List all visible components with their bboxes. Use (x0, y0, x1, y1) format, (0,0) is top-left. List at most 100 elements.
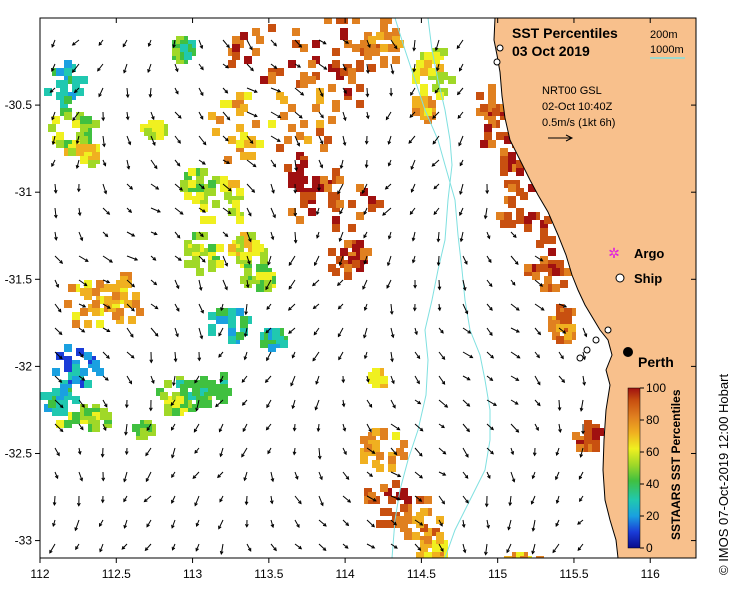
sst-cell (424, 552, 432, 558)
current-vector (462, 351, 474, 359)
sst-cell (192, 260, 200, 268)
sst-cell (56, 352, 64, 360)
current-vector (123, 495, 128, 503)
sst-cell (540, 256, 548, 264)
current-vector (241, 447, 248, 458)
current-vector (462, 471, 469, 479)
current-vector (337, 183, 344, 195)
sst-cell (296, 176, 304, 184)
sst-cell (384, 508, 392, 516)
sst-cell (380, 376, 388, 384)
current-vector (123, 519, 128, 529)
sst-cell (432, 556, 440, 558)
current-vector (486, 471, 491, 480)
current-vector (198, 159, 206, 165)
current-scale-arrow (548, 134, 574, 142)
current-vector (102, 303, 111, 309)
current-vector (174, 159, 181, 167)
sst-cell (336, 200, 344, 208)
current-vector (510, 447, 515, 456)
current-vector (171, 447, 176, 459)
sst-cell (208, 264, 216, 272)
sst-cell (332, 168, 340, 176)
sst-cell (260, 76, 268, 84)
sst-cell (512, 564, 520, 572)
sst-cell (324, 18, 332, 24)
sst-cell (368, 492, 376, 500)
sst-cell (508, 196, 516, 204)
sst-cell (256, 264, 264, 272)
sst-cell (212, 200, 220, 208)
y-tick-label: -33 (15, 534, 33, 548)
current-vector (219, 543, 224, 556)
sst-cell (540, 228, 548, 236)
sst-cell (360, 456, 368, 464)
sst-cell (224, 192, 232, 200)
sst-cell (348, 200, 356, 208)
bathymetry-1000m (391, 18, 453, 558)
sst-cell (180, 384, 188, 392)
current-vector (342, 135, 347, 147)
sst-cell (228, 328, 236, 336)
current-vector (246, 87, 258, 93)
sst-cell (564, 332, 572, 340)
ship-marker-1[interactable] (604, 326, 612, 334)
ship-marker-6[interactable] (493, 58, 501, 66)
sst-cell (76, 148, 84, 156)
current-vector (54, 351, 63, 360)
ship-marker-4[interactable] (576, 354, 584, 362)
sst-cell (372, 380, 380, 388)
current-vector (438, 495, 445, 505)
current-vector (342, 471, 350, 481)
argo-icon: ✲ (608, 245, 620, 261)
sst-cell (328, 116, 336, 124)
current-vector (459, 231, 464, 243)
current-vector (293, 231, 298, 244)
current-vector (431, 159, 440, 167)
sst-cell (228, 60, 236, 68)
sst-cell (196, 176, 204, 184)
sst-cell (196, 184, 204, 192)
current-vector (174, 303, 180, 312)
sst-cell (372, 48, 380, 56)
sst-cell (212, 128, 220, 136)
current-vector (174, 327, 179, 338)
current-vector (318, 39, 327, 45)
y-tick-label: -30.5 (5, 98, 33, 112)
current-vector (312, 303, 320, 310)
current-vector (432, 111, 440, 119)
current-vector (292, 423, 297, 432)
current-vector (222, 183, 232, 192)
title-line1: SST Percentiles (512, 25, 618, 41)
current-vector (363, 255, 368, 265)
current-vector (315, 375, 320, 385)
sst-cell (60, 400, 68, 408)
current-vector (366, 375, 370, 383)
sst-cell (424, 108, 432, 116)
sst-cell (268, 76, 276, 84)
sst-cell (236, 216, 244, 224)
sst-cell (384, 32, 392, 40)
sst-cell (120, 292, 128, 300)
current-vector (484, 543, 488, 556)
current-vector (243, 351, 248, 361)
sst-cell (68, 148, 76, 156)
current-vector (484, 495, 489, 508)
sst-cell (376, 200, 384, 208)
current-vector (438, 447, 447, 455)
current-vector (78, 375, 86, 381)
current-vector (462, 303, 469, 315)
sst-cell (244, 240, 252, 248)
sst-cell (208, 216, 216, 224)
current-vector (390, 447, 398, 456)
ship-marker-2[interactable] (592, 336, 600, 344)
bathymetry-label-1000m: 1000m (650, 44, 684, 56)
current-vector (193, 423, 200, 433)
ship-marker-5[interactable] (496, 44, 504, 52)
current-vector (246, 255, 251, 265)
sst-cell (348, 76, 356, 84)
sst-cell (48, 400, 56, 408)
current-vector (266, 303, 272, 311)
current-vector (219, 447, 224, 458)
ship-marker-3[interactable] (583, 346, 591, 354)
